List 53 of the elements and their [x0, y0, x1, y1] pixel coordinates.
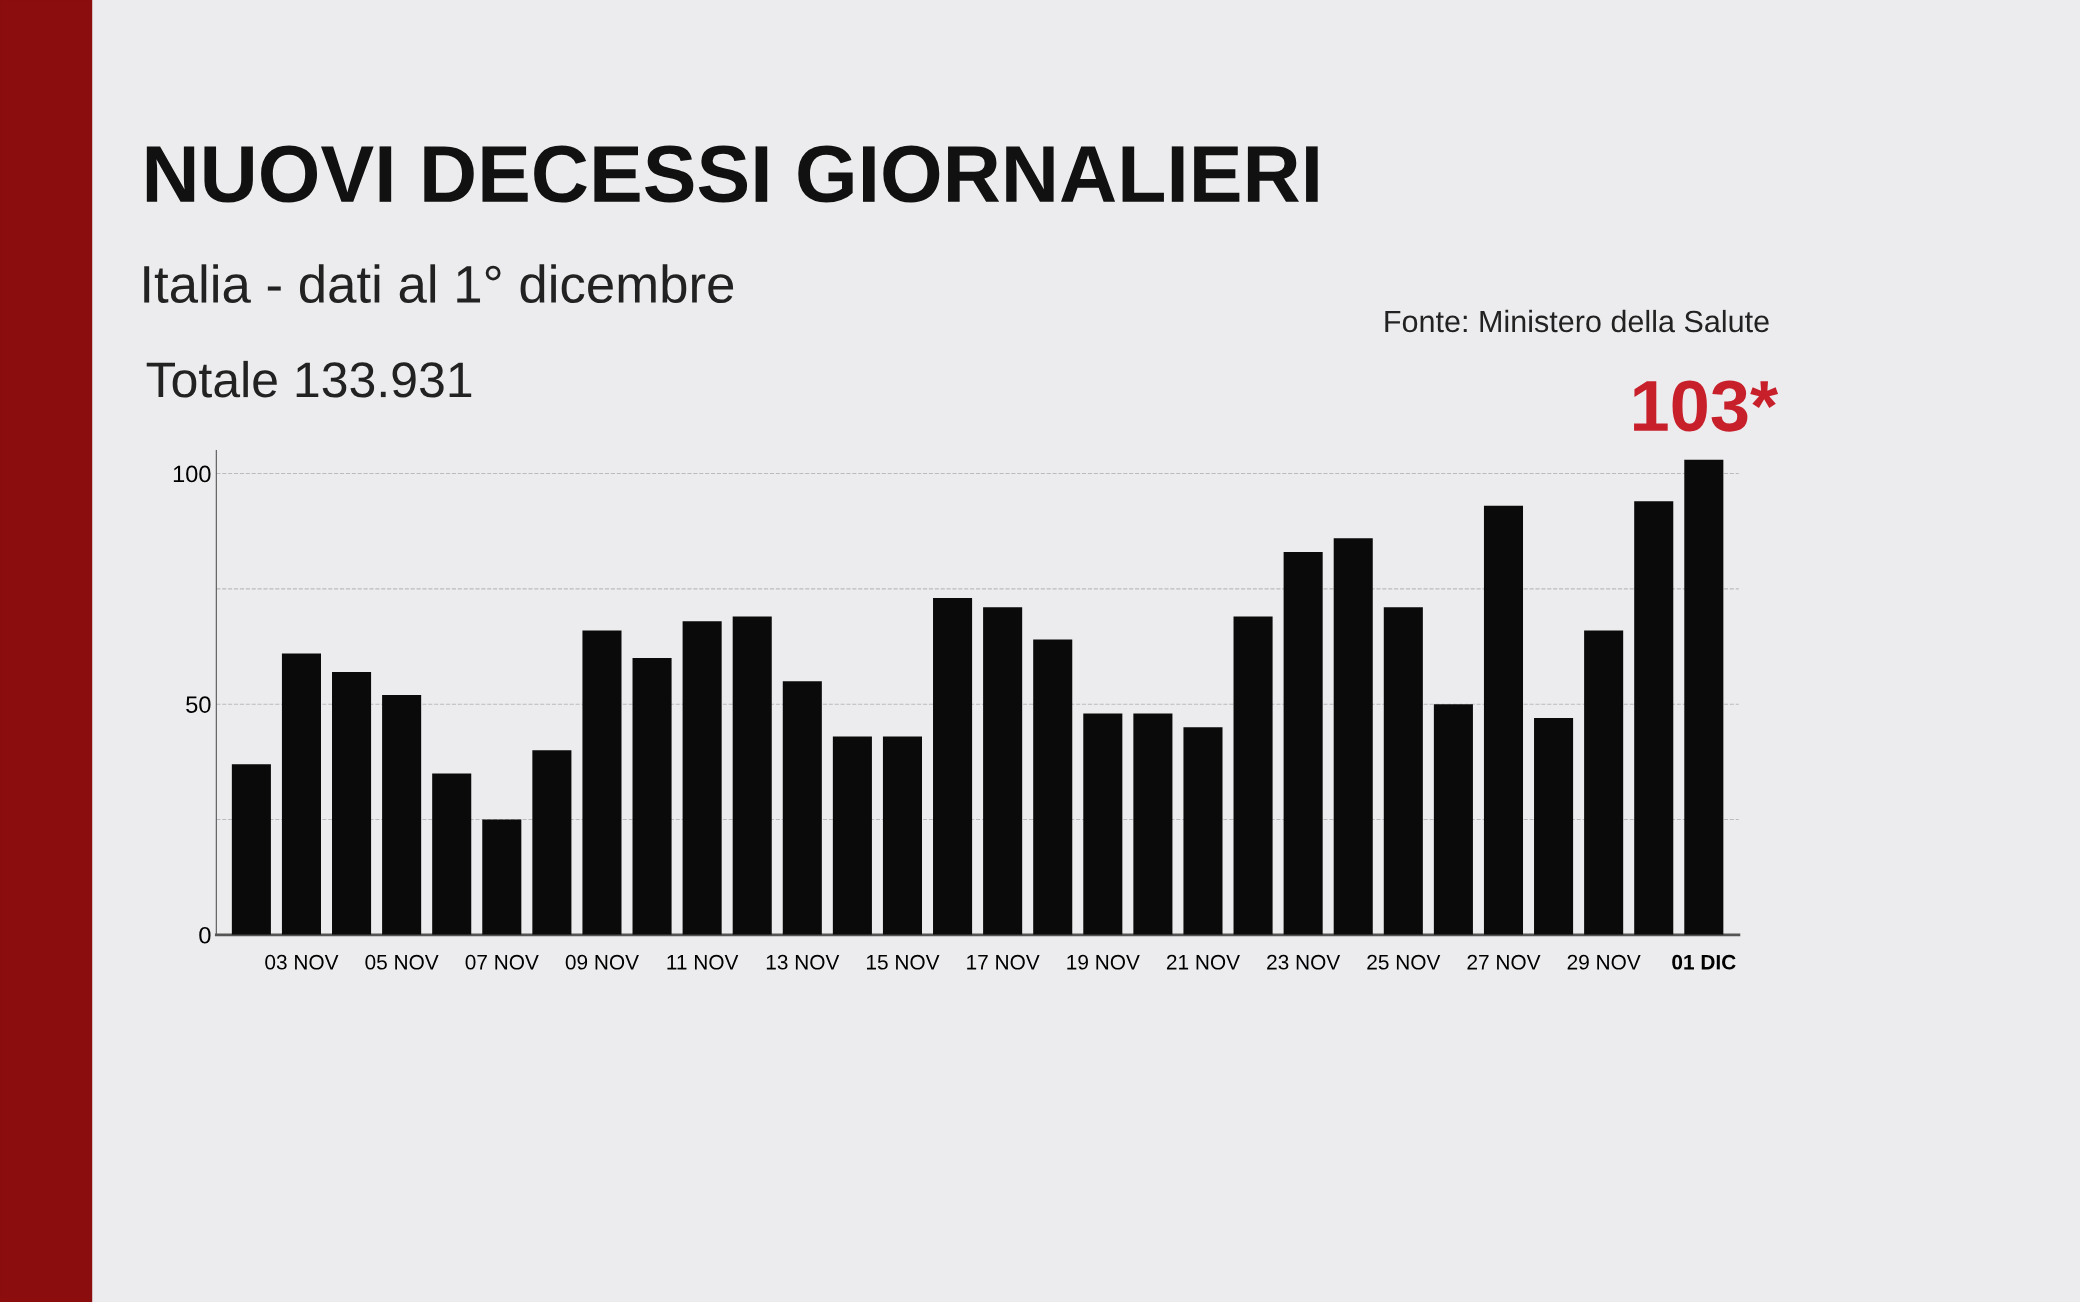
x-tick-label: 11 NOV	[667, 954, 739, 970]
y-tick-label: 100	[173, 465, 211, 483]
chart-subtitle: Italia - dati al 1° dicembre	[144, 264, 734, 304]
bar	[782, 681, 822, 935]
data-label: 103*	[1634, 380, 1779, 432]
bar	[832, 736, 872, 935]
x-tick-label: 05 NOV	[365, 954, 439, 970]
bar	[382, 694, 422, 935]
bar	[933, 598, 973, 935]
y-tick-label: 0	[199, 926, 211, 944]
bar	[1584, 630, 1624, 935]
bar	[332, 671, 372, 935]
bar	[1083, 713, 1123, 935]
x-tick-label: 27 NOV	[1467, 954, 1541, 970]
bar	[983, 607, 1023, 935]
source-note: Fonte: Ministero della Salute	[1385, 309, 1769, 333]
bar	[1433, 704, 1473, 935]
x-tick-label: 29 NOV	[1567, 954, 1641, 970]
x-tick-label: 09 NOV	[565, 954, 639, 970]
x-tick-label: 15 NOV	[867, 954, 940, 970]
x-tick-label: 19 NOV	[1067, 954, 1140, 970]
y-tick-label: 50	[186, 696, 211, 713]
x-tick-label: 23 NOV	[1267, 954, 1341, 970]
bar	[1183, 727, 1223, 935]
bar	[882, 736, 923, 935]
bar	[532, 750, 572, 935]
x-tick-label: 17 NOV	[967, 954, 1040, 970]
x-tick-label: 07 NOV	[465, 954, 539, 970]
x-tick-label: 25 NOV	[1367, 954, 1441, 970]
bar	[1383, 607, 1423, 935]
bar	[1333, 538, 1373, 935]
bar	[682, 621, 722, 935]
bar	[1133, 713, 1173, 935]
bar	[1483, 505, 1524, 935]
bar	[632, 658, 672, 935]
bar	[482, 819, 522, 935]
bar	[1684, 459, 1724, 935]
bar	[1634, 501, 1674, 935]
bar	[281, 653, 321, 935]
bar	[1033, 639, 1073, 935]
bar	[231, 764, 271, 935]
bar	[432, 773, 472, 935]
text: Totale 133.931	[146, 360, 472, 398]
bar	[582, 630, 622, 935]
bar	[1233, 616, 1273, 935]
x-tick-label: 21 NOV	[1166, 954, 1240, 970]
bar	[1283, 551, 1323, 935]
chart-title: NUOVI DECESSI GIORNALIERI	[146, 145, 1318, 203]
bar	[1534, 718, 1574, 935]
x-tick-label: 13 NOV	[766, 954, 840, 970]
x-tick-label: 03 NOV	[265, 954, 339, 970]
x-tick-label: 01 DIC	[1672, 954, 1736, 970]
bar	[732, 616, 772, 935]
